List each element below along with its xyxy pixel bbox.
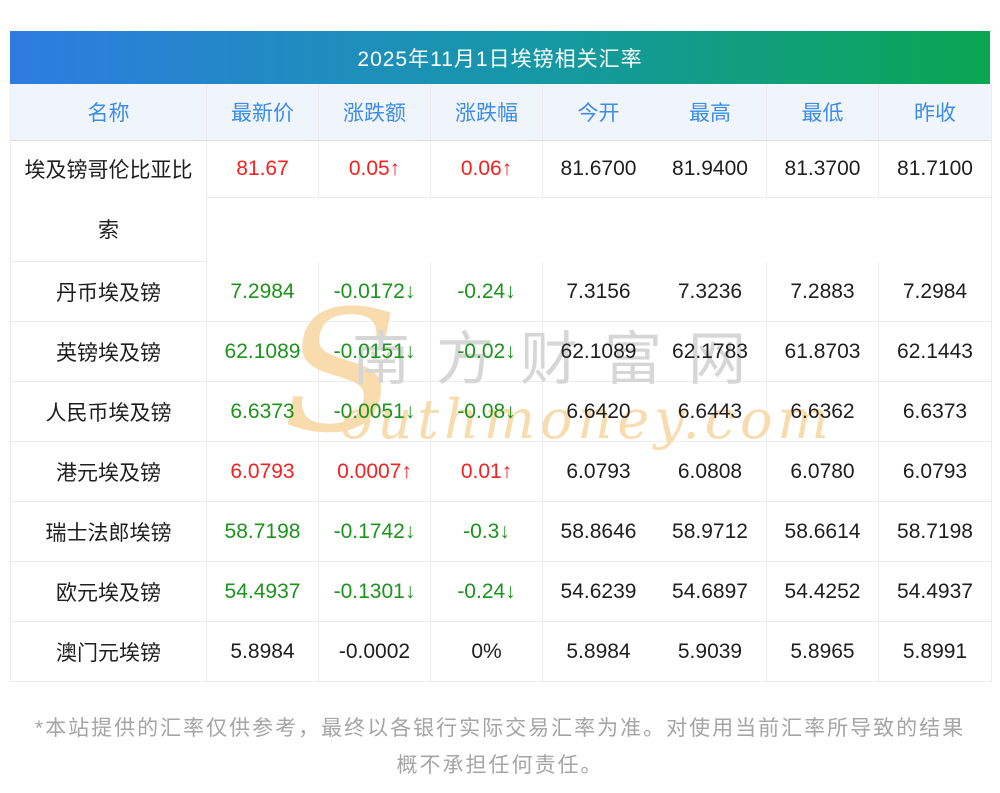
high-cell: 58.9712 xyxy=(654,502,766,562)
currency-pair-name: 澳门元埃镑 xyxy=(11,622,206,682)
latest-price-cell: 5.8984 xyxy=(206,622,318,682)
low-cell: 5.8965 xyxy=(766,622,878,682)
prev-close-cell: 62.1443 xyxy=(878,322,991,382)
prev-close-cell: 81.7100 xyxy=(878,141,991,199)
change-pct-cell: -0.08↓ xyxy=(430,382,542,442)
latest-price-cell: 81.67 xyxy=(206,141,318,199)
header-latest: 最新价 xyxy=(206,84,318,141)
low-cell: 61.8703 xyxy=(766,322,878,382)
header-low: 最低 xyxy=(766,84,878,141)
change-pct-cell: -0.24↓ xyxy=(430,562,542,622)
prev-close-cell: 54.4937 xyxy=(878,562,991,622)
open-cell: 7.3156 xyxy=(542,262,654,322)
high-cell: 81.9400 xyxy=(654,141,766,199)
prev-close-cell: 5.8991 xyxy=(878,622,991,682)
currency-pair-name: 港元埃及镑 xyxy=(11,442,206,502)
currency-pair-name: 英镑埃及镑 xyxy=(11,322,206,382)
header-prev-close: 昨收 xyxy=(878,84,991,141)
latest-price-cell: 7.2984 xyxy=(206,262,318,322)
high-cell: 7.3236 xyxy=(654,262,766,322)
open-cell: 58.8646 xyxy=(542,502,654,562)
change-pct-cell: -0.02↓ xyxy=(430,322,542,382)
latest-price-cell: 6.0793 xyxy=(206,442,318,502)
change-cell: 0.05↑ xyxy=(318,141,430,199)
open-cell: 6.6420 xyxy=(542,382,654,442)
low-cell: 7.2883 xyxy=(766,262,878,322)
rates-table-container: 2025年11月1日埃镑相关汇率 名称 最新价 涨跌额 涨跌幅 今开 最高 最低… xyxy=(10,31,992,682)
header-open: 今开 xyxy=(542,84,654,141)
low-cell: 6.0780 xyxy=(766,442,878,502)
disclaimer-line-2: 概不承担任何责任。 xyxy=(396,754,604,777)
open-cell: 5.8984 xyxy=(542,622,654,682)
change-pct-cell: 0% xyxy=(430,622,542,682)
table-row: 澳门元埃镑 5.8984 -0.0002 0% 5.8984 5.9039 5.… xyxy=(11,622,991,682)
high-cell: 54.6897 xyxy=(654,562,766,622)
latest-price-cell: 62.1089 xyxy=(206,322,318,382)
empty-continuation-cell xyxy=(206,198,991,262)
low-cell: 54.4252 xyxy=(766,562,878,622)
change-cell: -0.0151↓ xyxy=(318,322,430,382)
high-cell: 62.1783 xyxy=(654,322,766,382)
open-cell: 62.1089 xyxy=(542,322,654,382)
currency-pair-name: 埃及镑哥伦比亚比索 xyxy=(11,141,206,262)
prev-close-cell: 58.7198 xyxy=(878,502,991,562)
table-row: 港元埃及镑 6.0793 0.0007↑ 0.01↑ 6.0793 6.0808… xyxy=(11,442,991,502)
high-cell: 6.6443 xyxy=(654,382,766,442)
open-cell: 81.6700 xyxy=(542,141,654,199)
change-pct-cell: -0.24↓ xyxy=(430,262,542,322)
table-row: 英镑埃及镑 62.1089 -0.0151↓ -0.02↓ 62.1089 62… xyxy=(11,322,991,382)
change-cell: -0.0002 xyxy=(318,622,430,682)
latest-price-cell: 6.6373 xyxy=(206,382,318,442)
change-pct-cell: -0.3↓ xyxy=(430,502,542,562)
table-row: 丹币埃及镑 7.2984 -0.0172↓ -0.24↓ 7.3156 7.32… xyxy=(11,262,991,322)
latest-price-cell: 58.7198 xyxy=(206,502,318,562)
change-pct-cell: 0.06↑ xyxy=(430,141,542,199)
header-row: 名称 最新价 涨跌额 涨跌幅 今开 最高 最低 昨收 xyxy=(11,84,991,141)
change-cell: -0.0172↓ xyxy=(318,262,430,322)
currency-pair-name: 人民币埃及镑 xyxy=(11,382,206,442)
change-cell: -0.1742↓ xyxy=(318,502,430,562)
header-change: 涨跌额 xyxy=(318,84,430,141)
low-cell: 81.3700 xyxy=(766,141,878,199)
change-pct-cell: 0.01↑ xyxy=(430,442,542,502)
high-cell: 6.0808 xyxy=(654,442,766,502)
table-row: 欧元埃及镑 54.4937 -0.1301↓ -0.24↓ 54.6239 54… xyxy=(11,562,991,622)
disclaimer: *本站提供的汇率仅供参考，最终以各银行实际交易汇率为准。对使用当前汇率所导致的结… xyxy=(0,710,1000,784)
prev-close-cell: 6.0793 xyxy=(878,442,991,502)
low-cell: 6.6362 xyxy=(766,382,878,442)
low-cell: 58.6614 xyxy=(766,502,878,562)
table-row: 埃及镑哥伦比亚比索 81.67 0.05↑ 0.06↑ 81.6700 81.9… xyxy=(11,141,991,262)
table-row: 瑞士法郎埃镑 58.7198 -0.1742↓ -0.3↓ 58.8646 58… xyxy=(11,502,991,562)
high-cell: 5.9039 xyxy=(654,622,766,682)
table-row-continuation xyxy=(11,198,991,262)
table-title: 2025年11月1日埃镑相关汇率 xyxy=(10,31,990,84)
prev-close-cell: 6.6373 xyxy=(878,382,991,442)
currency-pair-name: 瑞士法郎埃镑 xyxy=(11,502,206,562)
currency-pair-name: 欧元埃及镑 xyxy=(11,562,206,622)
change-cell: -0.0051↓ xyxy=(318,382,430,442)
header-change-pct: 涨跌幅 xyxy=(430,84,542,141)
latest-price-cell: 54.4937 xyxy=(206,562,318,622)
prev-close-cell: 7.2984 xyxy=(878,262,991,322)
open-cell: 6.0793 xyxy=(542,442,654,502)
open-cell: 54.6239 xyxy=(542,562,654,622)
table-row: 人民币埃及镑 6.6373 -0.0051↓ -0.08↓ 6.6420 6.6… xyxy=(11,382,991,442)
header-high: 最高 xyxy=(654,84,766,141)
change-cell: -0.1301↓ xyxy=(318,562,430,622)
exchange-rates-table: 名称 最新价 涨跌额 涨跌幅 今开 最高 最低 昨收 埃及镑哥伦比亚比索 81.… xyxy=(10,84,992,682)
disclaimer-line-1: *本站提供的汇率仅供参考，最终以各银行实际交易汇率为准。对使用当前汇率所导致的结… xyxy=(34,717,966,740)
currency-pair-name: 丹币埃及镑 xyxy=(11,262,206,322)
change-cell: 0.0007↑ xyxy=(318,442,430,502)
header-name: 名称 xyxy=(11,84,206,141)
